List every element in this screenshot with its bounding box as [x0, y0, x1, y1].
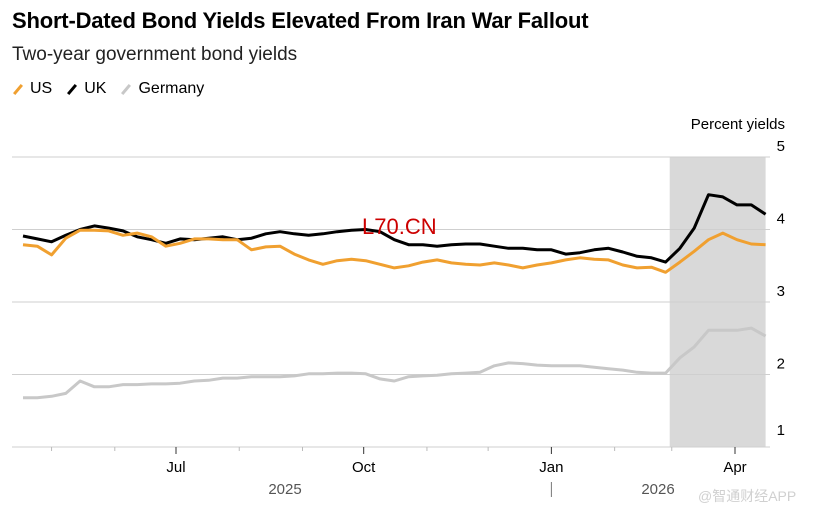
- year-label: 2026: [641, 481, 674, 498]
- watermark-app: @智通财经APP: [698, 488, 797, 504]
- y-tick-label: 1: [777, 422, 785, 439]
- y-axis-label: Percent yields: [691, 116, 785, 133]
- series-line-uk: [22, 193, 767, 264]
- y-tick-label: 5: [777, 138, 785, 155]
- legend-item-us: US: [12, 80, 52, 98]
- legend: US UK Germany: [12, 80, 204, 98]
- series-line-germany: [23, 326, 767, 400]
- watermark-text: L70.CN: [362, 214, 437, 239]
- legend-item-uk: UK: [66, 80, 106, 98]
- legend-label-us: US: [30, 80, 53, 97]
- legend-label-germany: Germany: [138, 80, 205, 97]
- x-tick-label: Apr: [723, 459, 746, 476]
- chart-subtitle: Two-year government bond yields: [12, 44, 298, 65]
- y-tick-label: 3: [777, 283, 785, 300]
- x-tick-label: Oct: [352, 459, 376, 476]
- chart-title: Short-Dated Bond Yields Elevated From Ir…: [12, 8, 589, 33]
- legend-label-uk: UK: [84, 80, 107, 97]
- legend-item-germany: Germany: [120, 80, 204, 98]
- x-tick-label: Jan: [539, 459, 563, 476]
- year-label: 2025: [268, 481, 301, 498]
- x-tick-label: Jul: [166, 459, 185, 476]
- y-tick-label: 4: [777, 211, 785, 228]
- series-line-us: [22, 228, 766, 274]
- y-tick-label: 2: [777, 356, 785, 373]
